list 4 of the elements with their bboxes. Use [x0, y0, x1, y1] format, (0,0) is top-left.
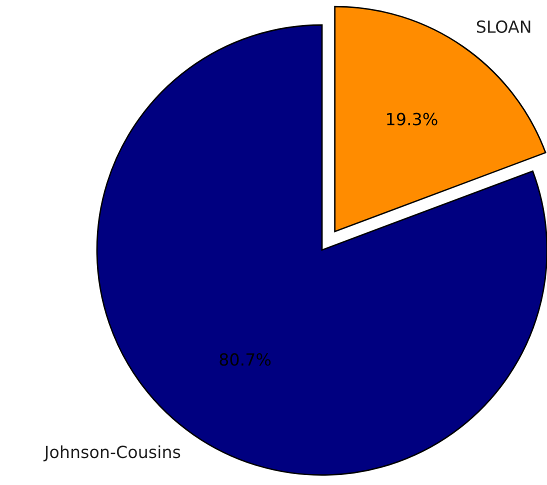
- data-label: 19.3%: [387, 112, 438, 126]
- slice-label: Johnson-Cousins: [43, 445, 180, 462]
- data-label: 80.7%: [220, 353, 271, 366]
- slice-label: SLOAN: [476, 20, 530, 33]
